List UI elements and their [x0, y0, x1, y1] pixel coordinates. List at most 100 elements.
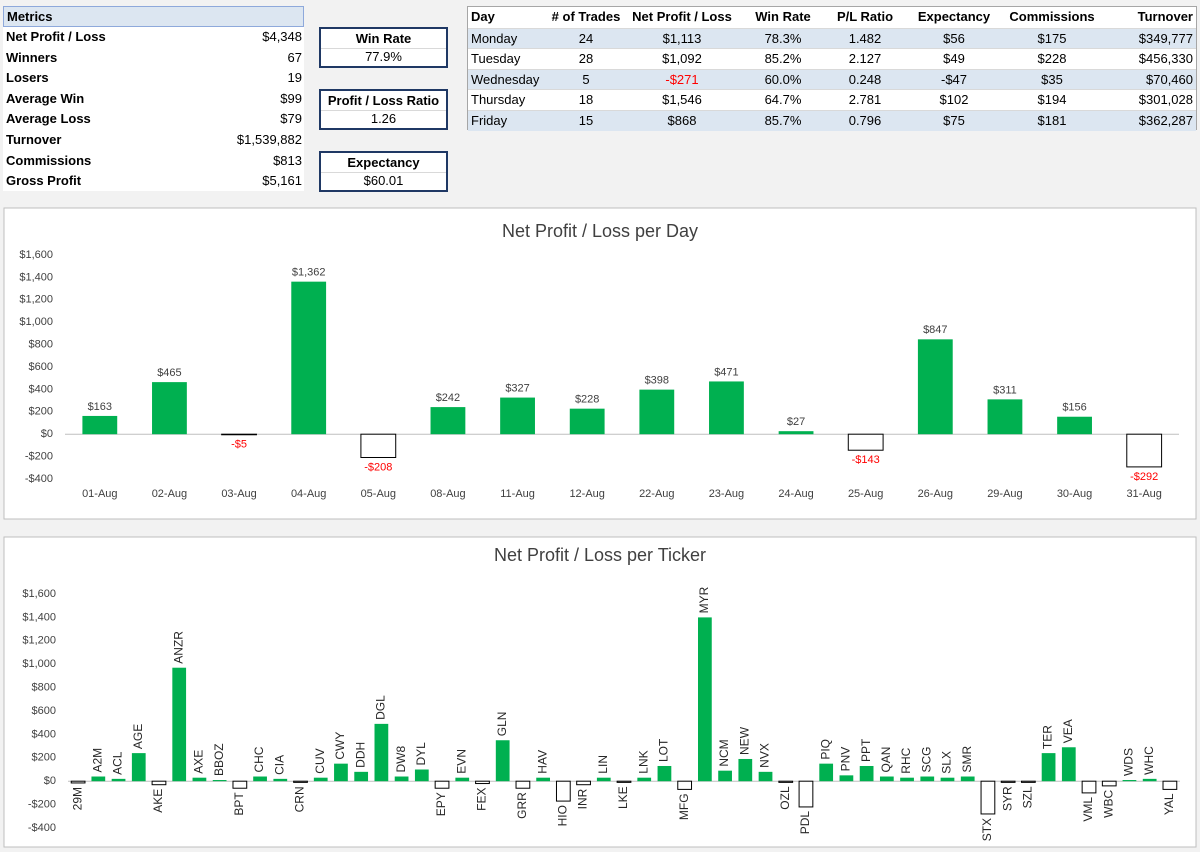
- column-header: Expectancy: [917, 9, 991, 24]
- day-table: Day # of Trades Net Profit / Loss Win Rate P…: [467, 6, 1197, 131]
- day-cell: Thursday: [471, 92, 526, 108]
- x-tick-label: VML: [1081, 797, 1095, 822]
- data-label: -$292: [1130, 471, 1158, 483]
- bar: [172, 667, 187, 782]
- bar: [374, 723, 389, 782]
- x-tick-label: PDL: [798, 811, 812, 835]
- day-cell: 2.781: [848, 92, 882, 108]
- data-label: $27: [787, 416, 805, 428]
- x-tick-label: 22-Aug: [639, 488, 674, 500]
- column-header: Net Profit / Loss: [632, 9, 732, 24]
- day-cell: 1.482: [848, 30, 882, 46]
- x-tick-label: AGE: [131, 724, 145, 749]
- x-tick-label: NCM: [717, 739, 731, 766]
- x-tick-label: WBC: [1101, 790, 1115, 818]
- x-tick-label: 24-Aug: [778, 488, 813, 500]
- day-cell: Friday: [471, 113, 508, 128]
- bar: [1101, 780, 1117, 787]
- bar: [778, 431, 814, 435]
- metrics-table: Metrics Net Profit / Loss $4,348 Winners 67 L…: [3, 6, 304, 191]
- metric-value: $5,161: [262, 173, 302, 189]
- x-tick-label: PPT: [859, 738, 873, 762]
- bar: [917, 339, 953, 435]
- bar: [639, 389, 675, 435]
- x-tick-label: WHC: [1142, 746, 1156, 775]
- x-tick-label: LOT: [657, 738, 671, 762]
- bar: [212, 780, 227, 782]
- y-tick-label: $1,400: [19, 271, 53, 283]
- day-cell: 60.0%: [764, 71, 802, 87]
- day-cell: $175: [1037, 30, 1067, 46]
- bar: [940, 777, 955, 782]
- header-row: Day # of Trades Net Profit / Loss Win Rate P…: [468, 7, 1196, 28]
- bar: [616, 780, 632, 783]
- x-tick-label: LNK: [636, 750, 650, 773]
- bar: [920, 776, 935, 782]
- day-cell: 85.7%: [764, 113, 802, 128]
- x-tick-label: SYR: [1000, 786, 1014, 811]
- x-tick-label: CHC: [252, 746, 266, 772]
- bar: [455, 777, 470, 782]
- data-label: $465: [157, 367, 181, 379]
- metric-label: Commissions: [6, 152, 92, 168]
- day-cell: $868: [667, 113, 697, 128]
- x-tick-label: GLN: [495, 712, 509, 737]
- y-tick-label: $0: [44, 775, 56, 787]
- bar: [1000, 780, 1016, 783]
- day-cell: -$47: [940, 71, 968, 87]
- x-tick-label: 01-Aug: [82, 488, 117, 500]
- bar: [495, 740, 510, 782]
- bar: [394, 776, 409, 782]
- metric-label: Winners: [6, 49, 58, 65]
- kpi-title: Profit / Loss Ratio: [321, 91, 446, 111]
- x-tick-label: 03-Aug: [221, 488, 256, 500]
- chart-title: Net Profit / Loss per Ticker: [494, 545, 706, 565]
- bar: [900, 777, 914, 782]
- y-tick-label: -$200: [25, 451, 53, 463]
- bar: [515, 780, 531, 789]
- x-tick-label: DDH: [353, 742, 367, 768]
- metric-value: $1,539,882: [236, 132, 302, 147]
- x-tick-label: MYR: [697, 586, 711, 613]
- x-tick-label: A2M: [90, 748, 104, 773]
- bar: [778, 780, 794, 783]
- y-tick-label: -$400: [25, 473, 53, 485]
- day-cell: $181: [1037, 113, 1067, 128]
- day-cell: $1,092: [662, 51, 702, 67]
- bar: [576, 780, 591, 786]
- bar: [637, 777, 652, 782]
- bar: [414, 769, 429, 782]
- data-label: $163: [88, 401, 112, 413]
- chart-frame: [3, 207, 1197, 520]
- x-tick-label: BPT: [232, 792, 246, 816]
- day-row: Tuesday 28 $1,092 85.2% 2.127 $49 $228 $456,330: [468, 48, 1196, 69]
- bar: [91, 776, 106, 782]
- x-tick-label: DYL: [414, 742, 428, 766]
- x-tick-label: YAL: [1162, 793, 1176, 815]
- kpi-box: Profit / Loss Ratio 1.26: [319, 89, 448, 130]
- bar: [960, 776, 975, 782]
- bar: [839, 775, 854, 782]
- bar: [879, 776, 894, 782]
- y-tick-label: $1,000: [22, 658, 56, 670]
- y-tick-label: $1,000: [19, 316, 53, 328]
- bar: [1041, 753, 1056, 782]
- bar: [758, 771, 773, 782]
- day-cell: 28: [578, 51, 594, 67]
- bar: [313, 777, 328, 782]
- chart-frame: [3, 536, 1197, 848]
- metric-value: 19: [287, 70, 302, 86]
- day-cell: Monday: [471, 30, 518, 46]
- metric-value: $99: [280, 90, 302, 106]
- x-tick-label: CUV: [313, 748, 327, 773]
- metric-row: Gross Profit $5,161: [3, 171, 304, 192]
- bar: [221, 433, 257, 436]
- x-tick-label: RHC: [899, 747, 913, 773]
- metric-value: $79: [280, 111, 302, 127]
- x-tick-label: SMR: [960, 746, 974, 773]
- y-tick-label: $1,200: [19, 294, 53, 306]
- x-tick-label: 08-Aug: [430, 488, 465, 500]
- day-cell: $35: [1041, 71, 1063, 87]
- x-tick-label: SZL: [1021, 786, 1035, 808]
